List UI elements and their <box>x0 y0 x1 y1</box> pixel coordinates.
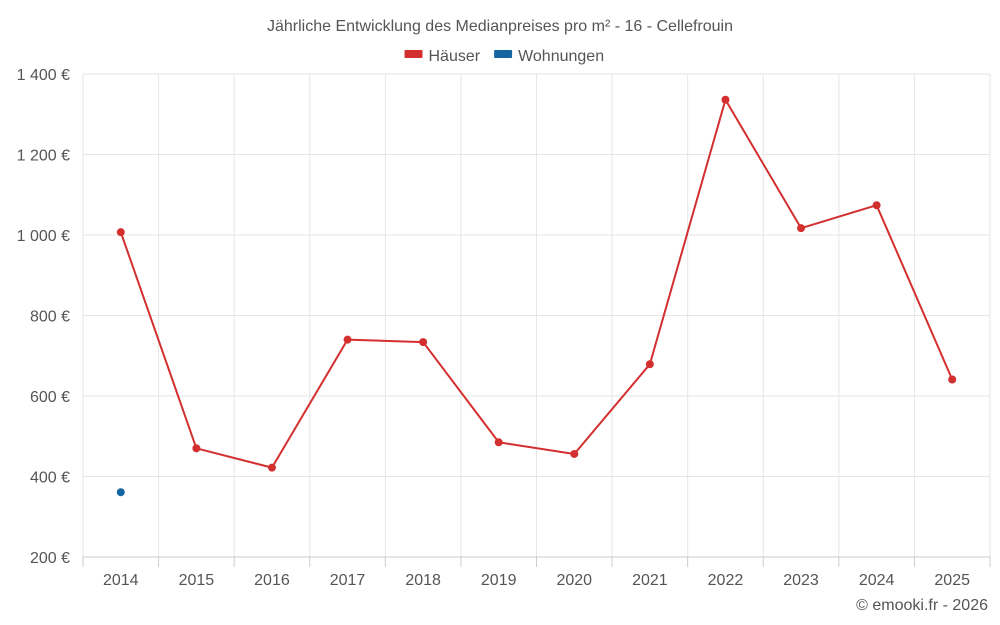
y-tick-label: 600 € <box>30 389 70 406</box>
series-layer <box>116 95 957 497</box>
chart-title: Jährliche Entwicklung des Medianpreises … <box>267 18 733 35</box>
x-tick-label: 2023 <box>783 572 819 589</box>
legend-item-1[interactable]: Wohnungen <box>494 48 604 65</box>
data-point[interactable] <box>192 444 201 453</box>
data-point[interactable] <box>419 338 428 347</box>
legend-swatch <box>404 50 423 58</box>
y-axis: 200 € 400 € 600 € 800 € 1 000 € 1 200 € 1 400 … <box>17 67 70 567</box>
series-0 <box>116 95 957 472</box>
x-tick-label: 2015 <box>179 572 215 589</box>
data-point[interactable] <box>494 438 503 447</box>
x-tick-label: 2025 <box>934 572 970 589</box>
y-tick-label: 1 400 € <box>17 67 70 84</box>
series-line <box>119 98 954 469</box>
data-point[interactable] <box>948 375 957 384</box>
x-tick-label: 2022 <box>708 572 744 589</box>
y-tick-label: 400 € <box>30 470 70 487</box>
x-axis: 2014 2015 2016 2017 2018 2019 2020 2021 2022 2023… <box>82 556 991 589</box>
x-tick-label: 2014 <box>103 572 139 589</box>
grid <box>82 73 991 557</box>
y-tick-label: 1 000 € <box>17 228 70 245</box>
data-point[interactable] <box>116 488 125 497</box>
x-tick-label: 2018 <box>405 572 441 589</box>
legend-label: Wohnungen <box>518 48 604 65</box>
y-tick-label: 800 € <box>30 309 70 326</box>
legend[interactable]: Häuser Wohnungen <box>404 48 605 65</box>
data-point[interactable] <box>116 228 125 237</box>
data-point[interactable] <box>721 95 730 104</box>
credit-text: © emooki.fr - 2026 <box>856 597 988 614</box>
data-point[interactable] <box>343 335 352 344</box>
x-tick-label: 2021 <box>632 572 668 589</box>
data-point[interactable] <box>267 463 276 472</box>
y-tick-label: 200 € <box>30 550 70 567</box>
x-tick-label: 2024 <box>859 572 895 589</box>
data-point[interactable] <box>645 360 654 369</box>
y-tick-label: 1 200 € <box>17 148 70 165</box>
series-1 <box>116 488 125 497</box>
x-tick-label: 2020 <box>556 572 592 589</box>
legend-item-0[interactable]: Häuser <box>404 48 481 65</box>
data-point[interactable] <box>570 449 579 458</box>
legend-swatch <box>494 50 513 58</box>
data-point[interactable] <box>872 201 881 210</box>
x-tick-label: 2016 <box>254 572 290 589</box>
x-tick-label: 2017 <box>330 572 366 589</box>
data-point[interactable] <box>797 224 806 233</box>
legend-label: Häuser <box>429 48 481 65</box>
x-tick-label: 2019 <box>481 572 517 589</box>
